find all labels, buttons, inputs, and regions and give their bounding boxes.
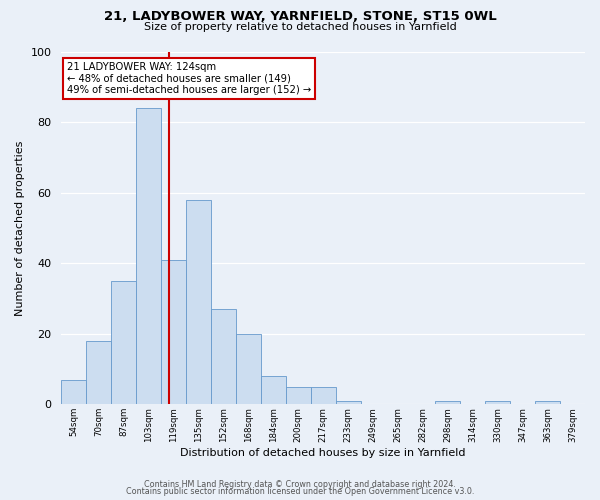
Bar bbox=[211, 309, 236, 404]
Text: 21, LADYBOWER WAY, YARNFIELD, STONE, ST15 0WL: 21, LADYBOWER WAY, YARNFIELD, STONE, ST1… bbox=[104, 10, 496, 23]
Bar bbox=[186, 200, 211, 404]
Bar bbox=[535, 401, 560, 404]
Bar bbox=[136, 108, 161, 405]
Bar bbox=[86, 341, 111, 404]
Bar bbox=[335, 401, 361, 404]
Bar bbox=[111, 281, 136, 404]
X-axis label: Distribution of detached houses by size in Yarnfield: Distribution of detached houses by size … bbox=[181, 448, 466, 458]
Bar bbox=[311, 386, 335, 404]
Bar bbox=[261, 376, 286, 404]
Bar bbox=[236, 334, 261, 404]
Bar bbox=[436, 401, 460, 404]
Text: Contains public sector information licensed under the Open Government Licence v3: Contains public sector information licen… bbox=[126, 487, 474, 496]
Bar bbox=[286, 386, 311, 404]
Y-axis label: Number of detached properties: Number of detached properties bbox=[15, 140, 25, 316]
Text: 21 LADYBOWER WAY: 124sqm
← 48% of detached houses are smaller (149)
49% of semi-: 21 LADYBOWER WAY: 124sqm ← 48% of detach… bbox=[67, 62, 311, 96]
Text: Contains HM Land Registry data © Crown copyright and database right 2024.: Contains HM Land Registry data © Crown c… bbox=[144, 480, 456, 489]
Bar bbox=[61, 380, 86, 404]
Bar bbox=[161, 260, 186, 404]
Text: Size of property relative to detached houses in Yarnfield: Size of property relative to detached ho… bbox=[143, 22, 457, 32]
Bar bbox=[485, 401, 510, 404]
